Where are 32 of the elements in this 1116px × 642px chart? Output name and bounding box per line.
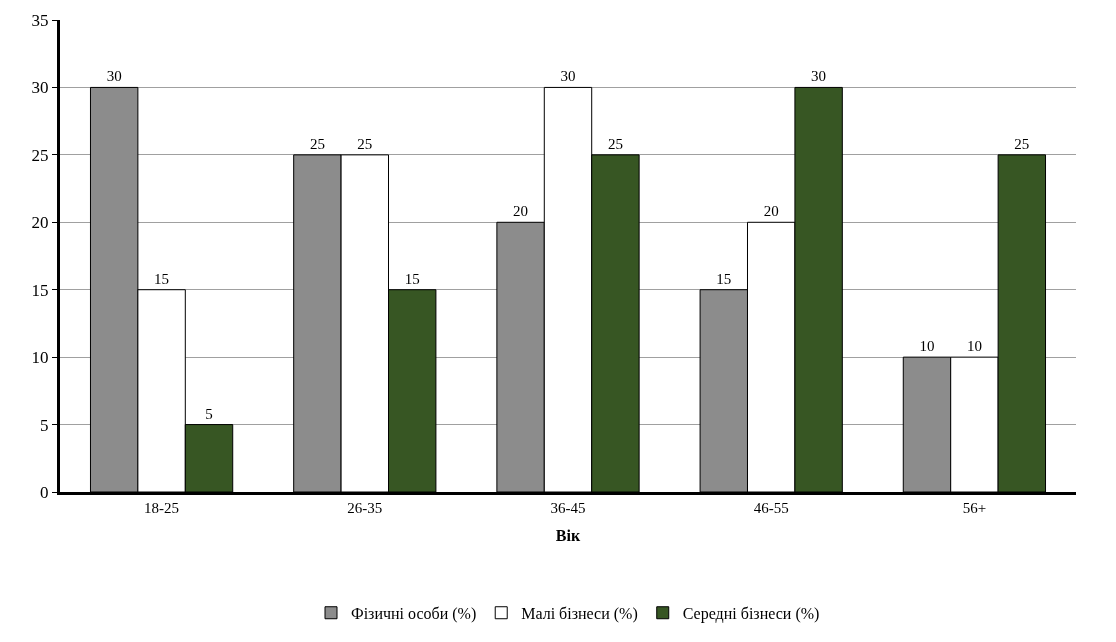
legend-label: Фізичні особи (%) [351, 604, 477, 623]
data-label: 20 [513, 203, 529, 220]
y-tick-label: 0 [40, 482, 49, 502]
data-label: 25 [607, 135, 623, 152]
y-tick-label: 30 [31, 78, 49, 98]
data-label: 25 [357, 135, 373, 152]
x-tick-label: 18-25 [144, 500, 180, 516]
data-label: 30 [811, 68, 827, 85]
data-label: 30 [106, 68, 122, 85]
y-tick-label: 5 [40, 415, 49, 435]
data-label: 10 [919, 338, 935, 355]
y-tick-label: 25 [31, 145, 49, 165]
data-label: 10 [966, 338, 982, 355]
x-axis-title: Вік [555, 526, 581, 544]
data-label: 25 [1014, 135, 1030, 152]
x-tick-label: 56+ [962, 500, 987, 516]
data-label: 15 [154, 270, 170, 287]
data-label: 30 [560, 68, 576, 85]
x-tick-label: 46-55 [753, 500, 789, 516]
x-tick-label: 26-35 [347, 500, 383, 516]
y-tick-label: 15 [31, 280, 49, 300]
y-tick-label: 20 [31, 213, 49, 233]
legend-label: Середні бізнеси (%) [682, 604, 820, 623]
y-tick-label: 10 [31, 348, 49, 368]
x-tick-label: 36-45 [550, 500, 586, 516]
data-label: 15 [716, 270, 732, 287]
legend-label: Малі бізнеси (%) [521, 604, 638, 623]
data-label: 5 [205, 405, 213, 422]
data-label: 25 [309, 135, 325, 152]
data-label: 20 [763, 203, 779, 220]
data-label: 15 [404, 270, 420, 287]
y-tick-label: 35 [31, 10, 49, 30]
